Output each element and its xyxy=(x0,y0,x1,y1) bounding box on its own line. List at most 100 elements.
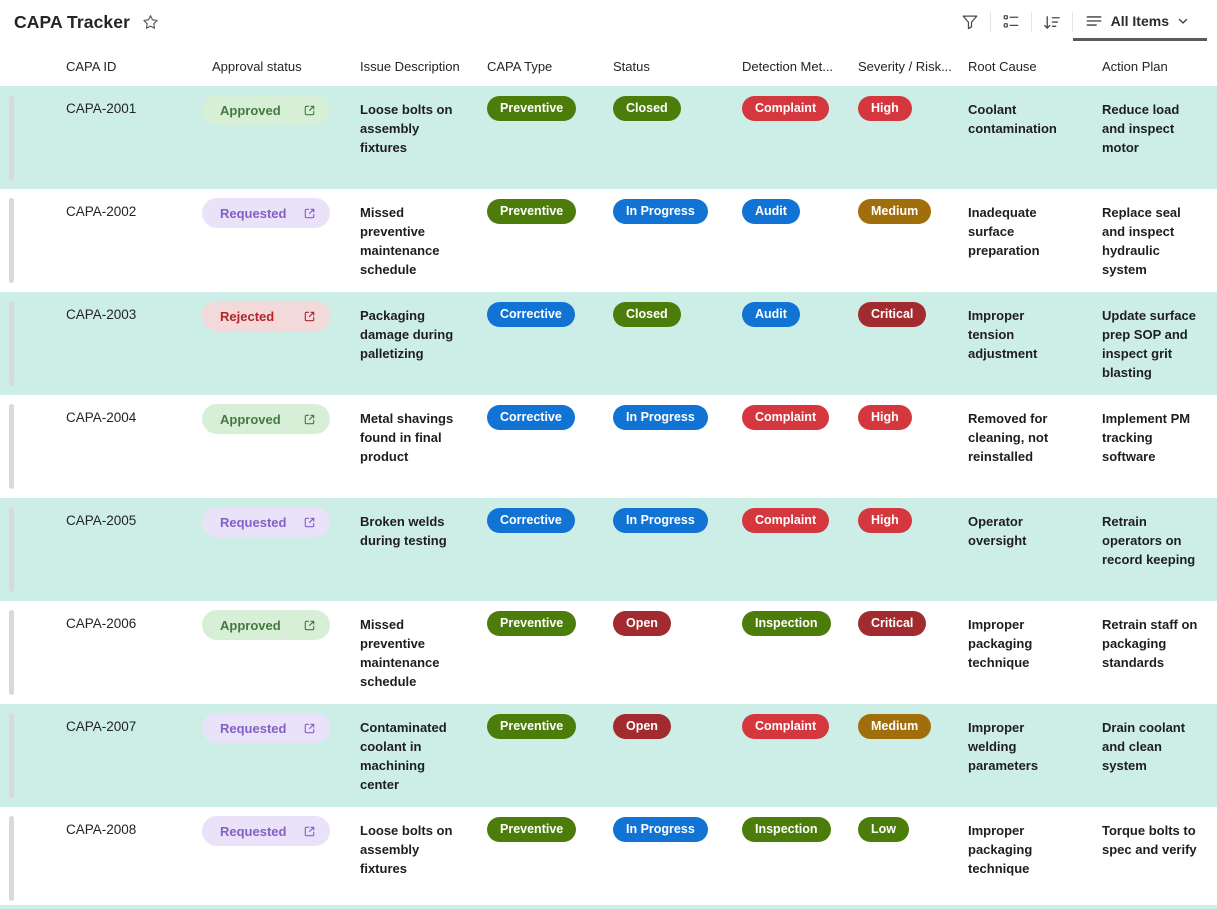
capa-id-cell[interactable]: CAPA-2005 xyxy=(56,498,202,601)
detection-method-pill: Complaint xyxy=(742,96,830,121)
open-external-icon xyxy=(304,208,315,218)
capa-type-pill: Corrective xyxy=(487,508,575,533)
severity-cell: Low xyxy=(848,807,958,909)
approval-status-pill[interactable]: Requested xyxy=(202,713,330,743)
column-header[interactable]: Approval status xyxy=(212,58,302,74)
capa-type-pill: Preventive xyxy=(487,611,577,636)
approval-status-cell: Rejected xyxy=(202,292,350,395)
approval-status-pill[interactable]: Requested xyxy=(202,816,330,846)
detection-method-pill: Complaint xyxy=(742,508,830,533)
capa-id-value: CAPA-2002 xyxy=(66,204,137,219)
toolbar-divider xyxy=(1071,12,1073,32)
capa-type-pill: Preventive xyxy=(487,817,577,842)
issue-description-cell: Contaminated coolant in machining center xyxy=(360,720,447,792)
capa-id-cell[interactable]: CAPA-2006 xyxy=(56,601,202,704)
sort-descending-icon[interactable] xyxy=(1032,5,1072,39)
column-header[interactable]: Action Plan xyxy=(1102,58,1168,74)
capa-type-cell: Preventive xyxy=(477,704,603,807)
table-row[interactable]: CAPA-2003 Rejected Packaging damage duri… xyxy=(0,292,1217,395)
capa-type-cell: Preventive xyxy=(477,189,603,292)
status-cell: Closed xyxy=(603,292,732,395)
severity-pill: Medium xyxy=(858,714,932,739)
approval-status-label: Approved xyxy=(220,411,281,427)
favorite-star-icon[interactable] xyxy=(142,14,159,31)
capa-id-cell[interactable]: CAPA-2004 xyxy=(56,395,202,498)
capa-id-value: CAPA-2008 xyxy=(66,822,137,837)
table-row[interactable]: CAPA-2004 Approved Metal shavings found … xyxy=(0,395,1217,498)
status-pill: Open xyxy=(613,611,671,636)
approval-status-pill[interactable]: Approved xyxy=(202,404,330,434)
page-title: CAPA Tracker xyxy=(14,11,130,32)
severity-pill: Low xyxy=(858,817,909,842)
issue-description-cell: Missed preventive maintenance schedule xyxy=(360,205,440,277)
approval-status-pill[interactable]: Rejected xyxy=(202,301,330,331)
next-row-edge xyxy=(0,905,1217,909)
list-toolbar: All Items xyxy=(950,0,1207,44)
capa-type-cell: Preventive xyxy=(477,601,603,704)
status-pill: Closed xyxy=(613,302,681,327)
row-drag-handle[interactable] xyxy=(9,816,14,901)
column-header[interactable]: CAPA ID xyxy=(66,58,117,74)
detection-method-pill: Inspection xyxy=(742,611,831,636)
status-pill: In Progress xyxy=(613,817,708,842)
approval-status-pill[interactable]: Approved xyxy=(202,95,330,125)
action-plan-cell: Update surface prep SOP and inspect grit… xyxy=(1102,308,1196,380)
column-header[interactable]: Status xyxy=(613,58,650,74)
row-drag-handle[interactable] xyxy=(9,301,14,386)
open-external-icon xyxy=(304,723,315,733)
table-body: CAPA-2001 Approved Loose bolts on assemb… xyxy=(0,86,1217,909)
column-header[interactable]: Severity / Risk... xyxy=(858,58,952,74)
open-external-icon xyxy=(304,105,315,115)
issue-description-cell: Packaging damage during palletizing xyxy=(360,308,454,361)
group-list-icon[interactable] xyxy=(991,5,1031,39)
severity-pill: High xyxy=(858,405,912,430)
row-drag-handle[interactable] xyxy=(9,507,14,592)
row-drag-handle[interactable] xyxy=(9,713,14,798)
row-drag-handle[interactable] xyxy=(9,404,14,489)
column-header[interactable]: Detection Met... xyxy=(742,58,834,74)
open-external-icon xyxy=(304,311,315,321)
action-plan-cell: Torque bolts to spec and verify xyxy=(1102,823,1197,857)
severity-cell: High xyxy=(848,86,958,189)
root-cause-cell: Improper packaging technique xyxy=(968,823,1033,876)
view-switcher[interactable]: All Items xyxy=(1072,3,1207,41)
open-external-icon xyxy=(304,620,315,630)
row-handle-cell xyxy=(0,704,56,807)
table-row[interactable]: CAPA-2002 Requested Missed preventive ma… xyxy=(0,189,1217,292)
open-external-icon xyxy=(304,517,315,527)
table-row[interactable]: CAPA-2006 Approved Missed preventive mai… xyxy=(0,601,1217,704)
detection-method-cell: Audit xyxy=(732,189,848,292)
issue-description-cell: Loose bolts on assembly fixtures xyxy=(360,823,453,876)
capa-id-cell[interactable]: CAPA-2001 xyxy=(56,86,202,189)
table-row[interactable]: CAPA-2001 Approved Loose bolts on assemb… xyxy=(0,86,1217,189)
approval-status-pill[interactable]: Requested xyxy=(202,198,330,228)
approval-status-label: Requested xyxy=(220,205,287,221)
capa-id-value: CAPA-2005 xyxy=(66,513,137,528)
detection-method-pill: Audit xyxy=(742,302,800,327)
approval-status-pill[interactable]: Requested xyxy=(202,507,330,537)
severity-pill: High xyxy=(858,508,912,533)
capa-id-value: CAPA-2007 xyxy=(66,719,137,734)
filter-icon[interactable] xyxy=(950,5,990,39)
table-row[interactable]: CAPA-2005 Requested Broken welds during … xyxy=(0,498,1217,601)
column-header[interactable]: Root Cause xyxy=(968,58,1037,74)
detection-method-cell: Audit xyxy=(732,292,848,395)
row-drag-handle[interactable] xyxy=(9,610,14,695)
table-row[interactable]: CAPA-2007 Requested Contaminated coolant… xyxy=(0,704,1217,807)
row-handle-cell xyxy=(0,807,56,909)
severity-cell: Medium xyxy=(848,189,958,292)
row-handle-cell xyxy=(0,292,56,395)
row-drag-handle[interactable] xyxy=(9,198,14,283)
capa-id-cell[interactable]: CAPA-2003 xyxy=(56,292,202,395)
capa-id-cell[interactable]: CAPA-2007 xyxy=(56,704,202,807)
capa-type-cell: Corrective xyxy=(477,498,603,601)
capa-id-cell[interactable]: CAPA-2002 xyxy=(56,189,202,292)
capa-type-cell: Preventive xyxy=(477,86,603,189)
action-plan-cell: Retrain staff on packaging standards xyxy=(1102,617,1198,670)
table-row[interactable]: CAPA-2008 Requested Loose bolts on assem… xyxy=(0,807,1217,909)
row-drag-handle[interactable] xyxy=(9,95,14,180)
capa-id-cell[interactable]: CAPA-2008 xyxy=(56,807,202,909)
column-header[interactable]: Issue Description xyxy=(360,58,460,74)
column-header[interactable]: CAPA Type xyxy=(487,58,553,74)
approval-status-pill[interactable]: Approved xyxy=(202,610,330,640)
